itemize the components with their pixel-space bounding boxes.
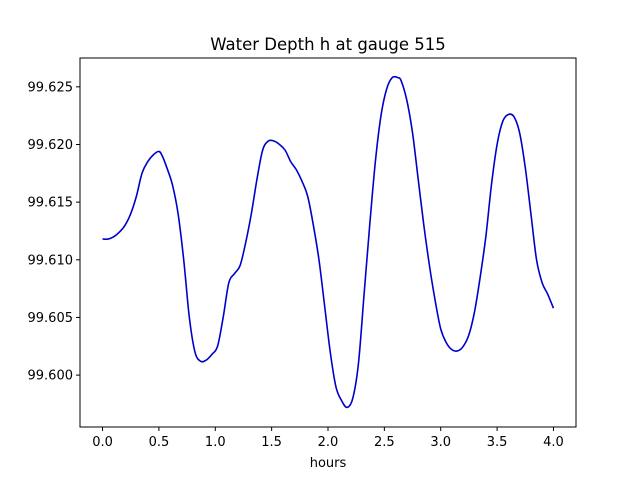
x-tick-label: 2.0 bbox=[318, 435, 339, 450]
y-tick-label: 99.620 bbox=[28, 138, 74, 153]
x-tick-label: 0.5 bbox=[149, 435, 170, 450]
x-tick-label: 1.0 bbox=[205, 435, 226, 450]
y-tick-label: 99.605 bbox=[28, 311, 74, 326]
y-axis: 99.600 99.605 99.610 99.615 99.620 99.625 bbox=[28, 80, 80, 384]
x-axis-label: hours bbox=[310, 456, 347, 471]
x-tick-label: 2.5 bbox=[374, 435, 395, 450]
x-tick-label: 4.0 bbox=[543, 435, 564, 450]
chart-title: Water Depth h at gauge 515 bbox=[210, 35, 445, 54]
x-tick-label: 0.0 bbox=[92, 435, 113, 450]
series-line-water-depth bbox=[102, 75, 555, 409]
x-tick-label: 3.0 bbox=[430, 435, 451, 450]
y-tick-label: 99.610 bbox=[28, 253, 74, 268]
x-tick-label: 3.5 bbox=[487, 435, 508, 450]
y-tick-label: 99.600 bbox=[28, 369, 74, 384]
y-tick-label: 99.615 bbox=[28, 196, 74, 211]
x-tick-label: 1.5 bbox=[261, 435, 282, 450]
x-axis: 0.0 0.5 1.0 1.5 2.0 2.5 3.0 3.5 4.0 bbox=[92, 427, 564, 450]
y-tick-label: 99.625 bbox=[28, 80, 74, 95]
